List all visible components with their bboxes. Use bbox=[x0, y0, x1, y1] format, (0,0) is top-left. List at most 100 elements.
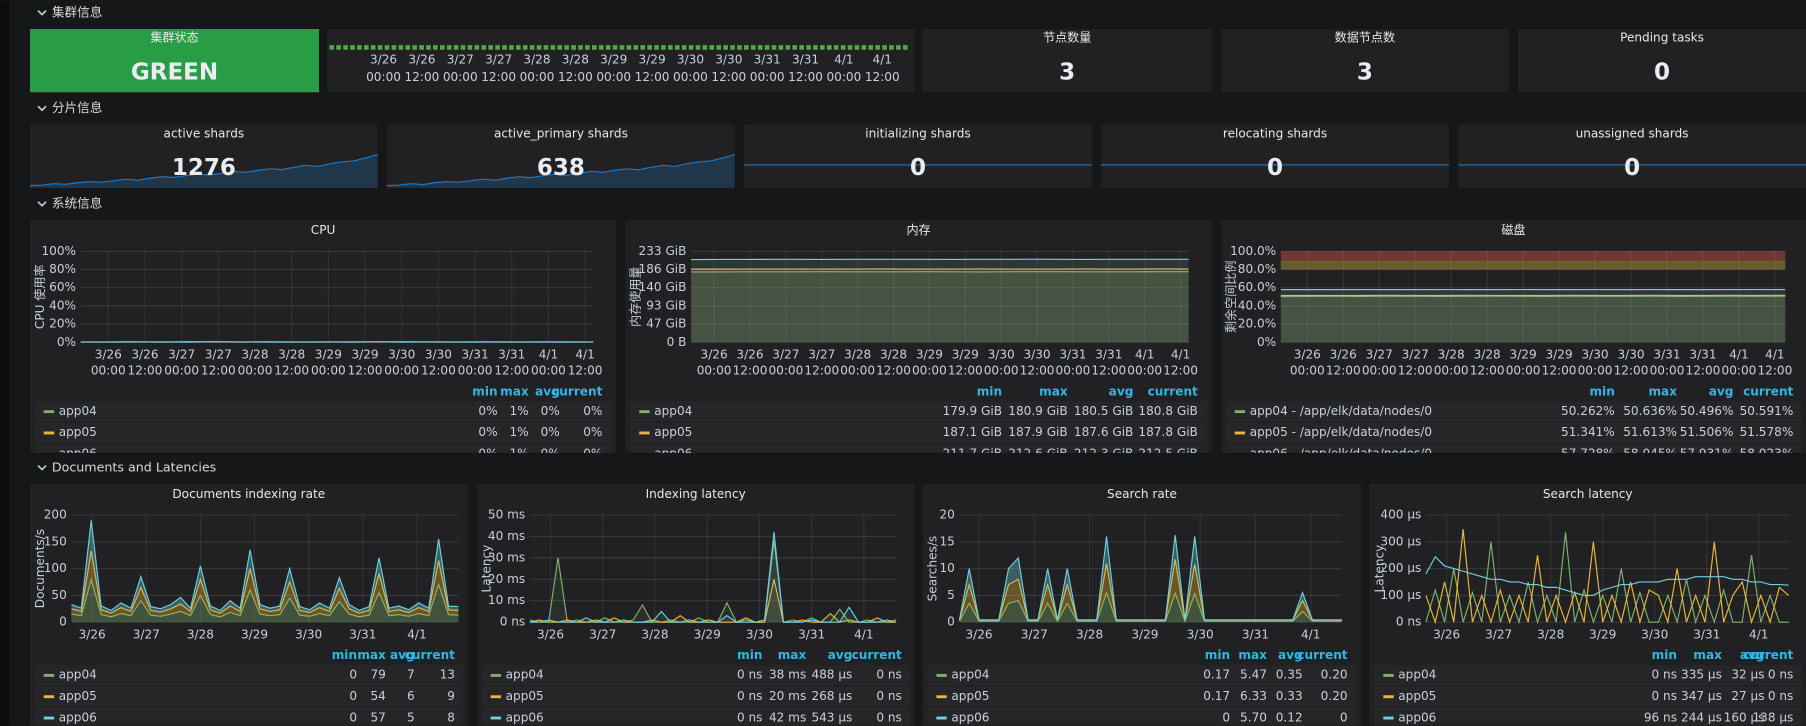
x-tick-label: 12:00 bbox=[558, 70, 593, 84]
legend-name[interactable]: app06 bbox=[59, 710, 97, 724]
row-title[interactable]: 集群信息 bbox=[52, 4, 103, 19]
legend-value: 543 µs bbox=[811, 710, 852, 724]
x-tick-label: 3/29 bbox=[241, 627, 268, 641]
row-chevron[interactable] bbox=[37, 464, 47, 471]
legend-swatch[interactable] bbox=[490, 716, 502, 720]
legend-header[interactable]: max bbox=[357, 648, 386, 662]
legend-name[interactable]: app05 bbox=[654, 425, 692, 439]
legend-value: 5.70 bbox=[1240, 710, 1267, 724]
row-chevron[interactable] bbox=[37, 105, 47, 112]
legend-swatch[interactable] bbox=[639, 410, 650, 414]
legend-header[interactable]: avg bbox=[1709, 384, 1734, 398]
row-chevron[interactable] bbox=[37, 201, 47, 207]
x-tick-label: 4/1 bbox=[1171, 347, 1190, 361]
x-tick-label: 12:00 bbox=[405, 70, 440, 84]
row-chevron[interactable] bbox=[37, 9, 47, 16]
legend-header[interactable]: min bbox=[332, 648, 357, 662]
legend-name[interactable]: app04 bbox=[654, 404, 692, 418]
legend-header[interactable]: min bbox=[1205, 648, 1230, 662]
legend-header[interactable]: max bbox=[1648, 384, 1677, 398]
y-tick-label: 40% bbox=[49, 298, 76, 312]
legend-header[interactable]: max bbox=[1238, 648, 1267, 662]
legend-header[interactable]: avg bbox=[1109, 384, 1134, 398]
legend-header[interactable]: current bbox=[1743, 648, 1793, 662]
legend-swatch[interactable] bbox=[1234, 410, 1246, 414]
y-tick-label: 0 B bbox=[667, 335, 687, 349]
legend-name[interactable]: app06 bbox=[506, 710, 544, 724]
legend-header[interactable]: avg bbox=[828, 648, 853, 662]
legend-value: 212.5 GiB bbox=[1138, 446, 1197, 460]
legend-header[interactable]: current bbox=[1148, 384, 1198, 398]
legend-swatch[interactable] bbox=[1383, 695, 1394, 699]
legend-header[interactable]: min bbox=[1652, 648, 1677, 662]
x-tick-label: 3/26 bbox=[131, 347, 158, 361]
panel-background bbox=[327, 28, 915, 93]
legend-value: 42 ms bbox=[769, 710, 806, 724]
x-tick-label: 3/28 bbox=[880, 347, 907, 361]
legend-header[interactable]: avg bbox=[1278, 648, 1303, 662]
legend-swatch[interactable] bbox=[639, 431, 650, 435]
legend-name[interactable]: app04 bbox=[1398, 668, 1436, 682]
y-tick-label: 0 ns bbox=[500, 615, 525, 629]
legend-header[interactable]: min bbox=[977, 384, 1002, 398]
x-tick-label: 12:00 bbox=[1163, 364, 1198, 378]
legend-header[interactable]: min bbox=[1589, 384, 1614, 398]
legend-swatch[interactable] bbox=[43, 695, 55, 699]
legend-swatch[interactable] bbox=[1383, 673, 1394, 677]
legend-header[interactable]: current bbox=[552, 384, 602, 398]
legend-name[interactable]: app05 bbox=[1398, 689, 1436, 703]
legend-name[interactable]: app05 bbox=[59, 425, 97, 439]
legend-header[interactable]: current bbox=[1743, 384, 1793, 398]
legend-header[interactable]: current bbox=[405, 648, 455, 662]
x-tick-label: 3/26 bbox=[370, 53, 397, 67]
legend-value: 58.045% bbox=[1623, 446, 1677, 460]
row-title[interactable]: Documents and Latencies bbox=[52, 459, 216, 474]
legend-header[interactable]: max bbox=[1693, 648, 1722, 662]
legend-name[interactable]: app04 bbox=[506, 668, 544, 682]
legend-name[interactable]: app06 bbox=[59, 446, 97, 460]
legend-header[interactable]: current bbox=[852, 648, 902, 662]
legend-swatch[interactable] bbox=[43, 431, 55, 435]
legend-swatch[interactable] bbox=[936, 673, 947, 677]
row-title[interactable]: 系统信息 bbox=[52, 196, 103, 211]
legend-name[interactable]: app06 bbox=[951, 710, 989, 724]
y-axis-label: Searches/s bbox=[925, 536, 939, 602]
sidebar[interactable] bbox=[0, 0, 10, 726]
legend-value: 0 ns bbox=[876, 689, 901, 703]
x-tick-label: 12:00 bbox=[421, 364, 456, 378]
legend-swatch[interactable] bbox=[1234, 431, 1246, 435]
legend-swatch[interactable] bbox=[490, 673, 502, 677]
legend-header[interactable]: max bbox=[500, 384, 529, 398]
row-title[interactable]: 分片信息 bbox=[52, 100, 103, 115]
x-tick-label: 3/28 bbox=[278, 347, 305, 361]
legend-swatch[interactable] bbox=[43, 673, 55, 677]
legend-name[interactable]: app04 bbox=[59, 668, 97, 682]
legend-header[interactable]: min bbox=[472, 384, 497, 398]
legend-swatch[interactable] bbox=[936, 716, 947, 720]
legend-header[interactable]: min bbox=[737, 648, 762, 662]
legend-name[interactable]: app04 bbox=[951, 668, 989, 682]
legend-header[interactable]: max bbox=[1039, 384, 1068, 398]
legend-swatch[interactable] bbox=[43, 410, 55, 414]
legend-name[interactable]: app04 - /app/elk/data/nodes/0 bbox=[1250, 404, 1432, 418]
legend-header[interactable]: avg bbox=[535, 384, 560, 398]
legend-name[interactable]: app06 bbox=[1398, 710, 1436, 724]
legend-swatch[interactable] bbox=[490, 695, 502, 699]
legend-swatch[interactable] bbox=[43, 716, 55, 720]
legend-header[interactable]: avg bbox=[390, 648, 415, 662]
legend-swatch[interactable] bbox=[1383, 716, 1394, 720]
legend-name[interactable]: app05 bbox=[59, 689, 97, 703]
panel-title: Indexing latency bbox=[646, 487, 746, 501]
legend-header[interactable]: max bbox=[778, 648, 807, 662]
legend-name[interactable]: app05 bbox=[506, 689, 544, 703]
legend-name[interactable]: app04 bbox=[59, 404, 97, 418]
legend-name[interactable]: app05 - /app/elk/data/nodes/0 bbox=[1250, 425, 1432, 439]
legend-header[interactable]: avg bbox=[1740, 648, 1765, 662]
legend-name[interactable]: app06 bbox=[654, 446, 692, 460]
legend-name[interactable]: app06 - /app/elk/data/nodes/0 bbox=[1250, 446, 1432, 460]
legend-value: 0 ns bbox=[1652, 689, 1677, 703]
legend-name[interactable]: app05 bbox=[951, 689, 989, 703]
legend-header[interactable]: current bbox=[1297, 648, 1347, 662]
legend-swatch[interactable] bbox=[936, 695, 947, 699]
